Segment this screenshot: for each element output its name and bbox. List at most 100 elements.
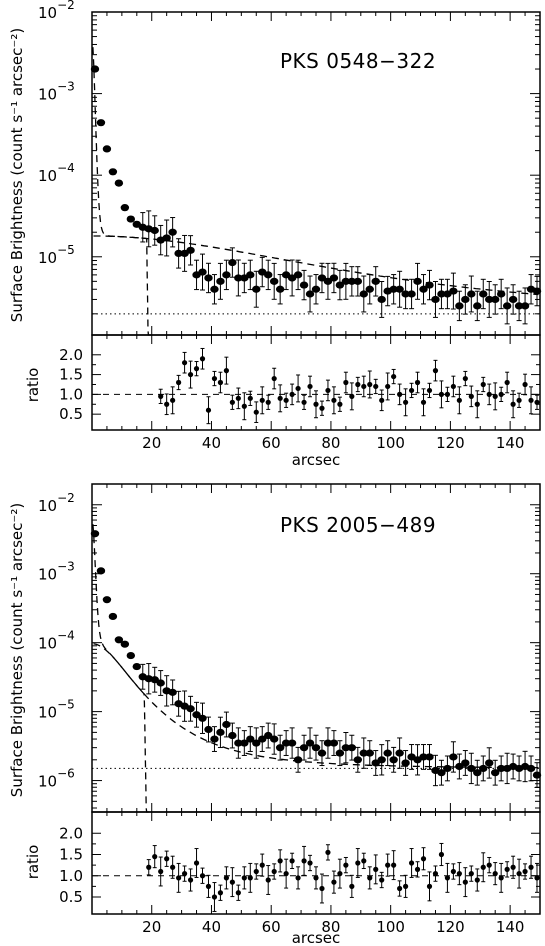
ratio-point [176, 379, 182, 386]
data-point [228, 731, 237, 740]
ratio-point [158, 393, 164, 399]
data-point [186, 246, 195, 254]
y-tick-label: 10−4 [38, 629, 75, 653]
ratio-point [450, 383, 456, 390]
data-point [496, 764, 506, 773]
chart-title: PKS 2005−489 [280, 513, 436, 537]
ratio-point [391, 862, 397, 868]
ratio-point [414, 379, 421, 386]
ratio-point [277, 395, 283, 401]
ratio-point [343, 379, 349, 386]
ratio-point [283, 397, 289, 403]
data-point [90, 65, 100, 73]
data-point [508, 295, 518, 304]
ratio-point [361, 383, 367, 390]
ratio-tick-labels: 0.51.01.52.0 [59, 346, 83, 423]
data-point [383, 749, 392, 757]
data-point [269, 277, 279, 285]
data-point [234, 274, 243, 282]
ratio-point [373, 383, 379, 390]
data-point [395, 749, 404, 757]
data-point [371, 277, 380, 285]
data-point [293, 271, 303, 279]
ratio-tick-label: 1.0 [59, 385, 83, 403]
data-point [389, 285, 398, 293]
y-tick-exponent: −6 [57, 767, 75, 781]
ratio-point [241, 875, 247, 881]
data-point [437, 769, 446, 777]
ratio-point [510, 401, 516, 407]
x-tick-label: 20 [142, 434, 161, 452]
y-tick-label: 10−2 [38, 0, 75, 22]
ratio-point [205, 883, 212, 889]
data-point [365, 285, 374, 293]
y-tick-label: 10−4 [38, 161, 75, 185]
ratio-point [349, 393, 355, 399]
data-point [275, 285, 285, 293]
ratio-point [355, 860, 361, 866]
data-point [150, 226, 159, 235]
ratio-point [229, 879, 235, 885]
data-point [96, 567, 106, 575]
data-point [473, 769, 482, 777]
data-point [264, 731, 273, 740]
x-tick-label: 80 [321, 918, 340, 936]
ratio-points [158, 347, 540, 425]
ratio-tick-label: 0.5 [59, 888, 83, 906]
data-point [473, 302, 482, 310]
data-point [353, 756, 363, 764]
y-tick-exponent: −4 [57, 161, 75, 175]
ratio-point [247, 395, 253, 401]
data-point [359, 290, 368, 298]
ratio-point [319, 885, 325, 892]
surface-brightness-points [90, 65, 542, 325]
ratio-tick-labels: 0.51.01.52.0 [59, 824, 83, 906]
chart-pks-2005-489: PKS 2005−489 Surface Brightness (count s… [8, 483, 542, 946]
ratio-point [504, 379, 510, 386]
ratio-point [444, 391, 451, 397]
surface-brightness-points [90, 530, 542, 789]
ratio-point [170, 864, 176, 870]
ratio-point [325, 387, 331, 394]
ratio-point [187, 371, 194, 378]
data-point [455, 762, 464, 771]
data-point [502, 302, 512, 310]
ratio-point [468, 871, 474, 877]
ratio-point [426, 387, 433, 394]
x-tick-label: 100 [376, 918, 405, 936]
data-point [299, 744, 309, 752]
ratio-point [391, 373, 397, 380]
ratio-point [307, 383, 313, 390]
data-point [150, 676, 159, 684]
ratio-point [474, 877, 480, 883]
data-point [275, 744, 285, 752]
data-point [305, 739, 315, 747]
data-point [216, 277, 225, 285]
y-tick-labels: 10−6 10−5 10−4 10−3 10−2 [38, 491, 75, 791]
ratio-point [217, 379, 224, 386]
ratio-point [432, 871, 439, 877]
ratio-point [397, 391, 403, 397]
ratio-point [301, 858, 307, 864]
ratio-point [534, 399, 540, 405]
ratio-point [498, 875, 504, 881]
data-point [240, 739, 249, 747]
data-point [347, 277, 357, 285]
y-tick-label: 10−2 [38, 491, 75, 515]
data-point [347, 744, 357, 752]
data-point [162, 234, 171, 242]
ratio-point [450, 868, 456, 875]
y-tick-label: 10−3 [38, 560, 75, 584]
y-tick-label: 10−5 [38, 243, 75, 267]
data-point [467, 290, 476, 298]
ratio-point [510, 864, 516, 870]
ratio-point [474, 401, 480, 407]
ratio-point [355, 381, 361, 388]
x-axis-label: arcsec [292, 929, 341, 946]
data-point [174, 249, 183, 258]
ratio-point [193, 860, 200, 866]
data-point [156, 679, 165, 687]
ratio-point [462, 375, 468, 382]
data-point [479, 290, 488, 298]
ratio-point [217, 890, 224, 896]
